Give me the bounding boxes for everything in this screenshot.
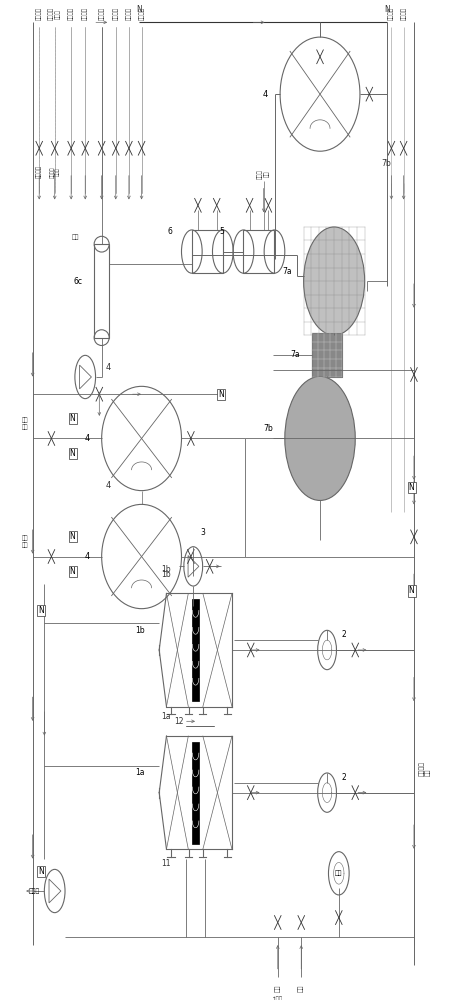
Ellipse shape bbox=[304, 227, 365, 335]
Text: 空压: 空压 bbox=[335, 871, 342, 876]
Text: 7b: 7b bbox=[263, 424, 273, 433]
Text: 排气筒: 排气筒 bbox=[28, 888, 40, 894]
Text: N: N bbox=[70, 567, 75, 576]
Text: 1a: 1a bbox=[162, 712, 171, 721]
Text: N: N bbox=[38, 867, 44, 876]
Text: 1a: 1a bbox=[136, 768, 145, 777]
Text: 蒸汽疏水
收集罐: 蒸汽疏水 收集罐 bbox=[49, 166, 60, 178]
Text: N: N bbox=[70, 414, 75, 423]
Text: 蒸汽疏水
收集罐: 蒸汽疏水 收集罐 bbox=[49, 7, 61, 20]
Text: 冷却水出: 冷却水出 bbox=[113, 7, 119, 20]
Text: 废气
入口: 废气 入口 bbox=[22, 418, 28, 430]
Text: 锅炉蒸汽: 锅炉蒸汽 bbox=[36, 7, 42, 20]
Text: 6c: 6c bbox=[73, 277, 82, 286]
Text: 4: 4 bbox=[85, 552, 90, 561]
Text: 6: 6 bbox=[167, 227, 172, 236]
Text: 尾气: 尾气 bbox=[72, 234, 80, 240]
Text: 12: 12 bbox=[174, 717, 184, 726]
Text: 2: 2 bbox=[341, 630, 346, 639]
Bar bbox=[192, 230, 223, 273]
Bar bbox=[192, 742, 199, 844]
Text: 11: 11 bbox=[162, 859, 171, 868]
Text: N: N bbox=[70, 532, 75, 541]
Bar bbox=[244, 230, 275, 273]
Text: N: N bbox=[409, 586, 414, 595]
Text: N: N bbox=[38, 606, 44, 615]
Text: 1b: 1b bbox=[162, 565, 171, 574]
Text: 锅炉蒸汽: 锅炉蒸汽 bbox=[36, 165, 42, 178]
Text: 废水: 废水 bbox=[299, 984, 304, 992]
Text: N: N bbox=[219, 390, 224, 399]
Text: N: N bbox=[384, 5, 390, 14]
Bar bbox=[312, 333, 342, 377]
Text: 7a: 7a bbox=[282, 267, 292, 276]
Text: 冷却水出: 冷却水出 bbox=[139, 7, 145, 20]
Bar bbox=[94, 244, 109, 338]
Ellipse shape bbox=[285, 376, 355, 500]
Text: 冷却水进: 冷却水进 bbox=[126, 7, 132, 20]
Text: N: N bbox=[409, 483, 414, 492]
Text: 4: 4 bbox=[85, 434, 90, 443]
Text: 2: 2 bbox=[341, 773, 346, 782]
Text: 冷凝液
排放: 冷凝液 排放 bbox=[258, 169, 270, 179]
Text: 3: 3 bbox=[200, 528, 205, 537]
Text: N: N bbox=[137, 5, 142, 14]
Text: 冷却水进: 冷却水进 bbox=[99, 7, 105, 20]
Text: 7a: 7a bbox=[291, 350, 300, 359]
Text: 5: 5 bbox=[219, 227, 224, 236]
Text: ↑蒸汽: ↑蒸汽 bbox=[272, 996, 284, 1000]
Text: 冷冻水出: 冷冻水出 bbox=[82, 7, 88, 20]
Text: 冷冻水出: 冷冻水出 bbox=[401, 7, 406, 20]
Text: 冷冻水进: 冷冻水进 bbox=[389, 7, 394, 20]
Text: 4: 4 bbox=[106, 481, 111, 490]
Text: 蒸汽: 蒸汽 bbox=[275, 984, 281, 992]
Bar bbox=[192, 599, 199, 701]
Text: 废气
入口: 废气 入口 bbox=[22, 536, 28, 548]
Text: 4: 4 bbox=[263, 90, 268, 99]
Text: 4: 4 bbox=[106, 363, 111, 372]
Text: 1b: 1b bbox=[162, 570, 171, 579]
Text: 1b: 1b bbox=[136, 626, 145, 635]
Text: 冷冻水进: 冷冻水进 bbox=[68, 7, 74, 20]
Text: N: N bbox=[70, 449, 75, 458]
Text: 7b: 7b bbox=[381, 159, 390, 168]
Text: 有机溶剂
回收: 有机溶剂 回收 bbox=[419, 761, 431, 776]
